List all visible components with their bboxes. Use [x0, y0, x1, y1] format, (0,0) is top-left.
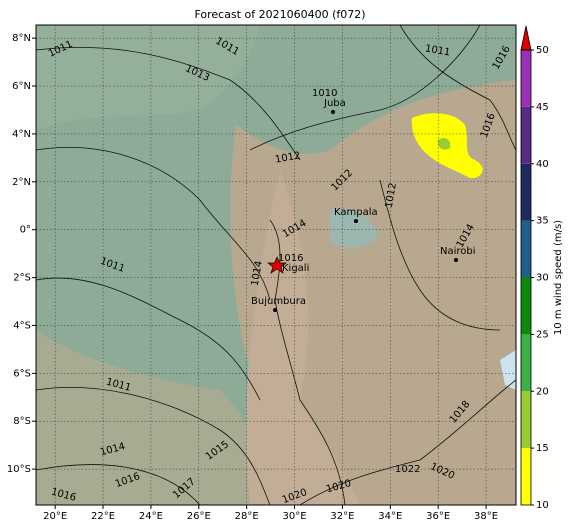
- isobar-label: 1012: [274, 150, 301, 165]
- isobar-label: 1022: [395, 464, 420, 475]
- map-frame: [35, 24, 517, 506]
- colorbar: 10 15 20 25 30 35 40 45 50 10 m wind speed (m/s): [520, 25, 564, 511]
- contour: [269, 219, 346, 505]
- x-tick-label: 36°E: [426, 511, 450, 522]
- colorbar-tick-label: 25: [536, 329, 549, 340]
- isobar: [36, 147, 271, 301]
- city-label: Kigali: [282, 263, 309, 274]
- isobar-label: 1012: [384, 182, 399, 209]
- y-tick-label: 2°S: [13, 273, 31, 284]
- isobar: [36, 464, 201, 505]
- colorbar-segment: [521, 277, 531, 335]
- contour: [379, 179, 501, 331]
- city-dot: [273, 308, 277, 312]
- city-dot: [354, 219, 358, 223]
- y-tick-label: 8°N: [12, 33, 31, 44]
- x-tick-label: 32°E: [330, 511, 354, 522]
- isobar: [36, 277, 261, 401]
- isobar: [36, 387, 271, 505]
- colorbar-segment: [521, 163, 531, 221]
- city-label: Kampala: [334, 207, 378, 218]
- colorbar-tick-label: 10: [536, 500, 549, 511]
- x-tick-label: 30°E: [283, 511, 307, 522]
- colorbar-segment: [521, 106, 531, 164]
- isobar-label: 1010: [312, 88, 337, 99]
- city-dot: [331, 110, 335, 114]
- colorbar-tick-label: 40: [536, 159, 549, 170]
- terrain-highland: [230, 80, 516, 505]
- city-label: Juba: [323, 98, 346, 109]
- x-tick-label: 34°E: [378, 511, 402, 522]
- isobar-label: 1016: [278, 253, 303, 264]
- city-label: Bujumbura: [251, 296, 306, 307]
- isobar: [399, 25, 516, 151]
- star-marker: [267, 256, 287, 274]
- y-tick-label: 6°S: [13, 368, 31, 379]
- city-label: Nairobi: [440, 246, 476, 257]
- y-tick-label: 6°N: [12, 81, 31, 92]
- colorbar-segment: [521, 220, 531, 278]
- y-tick-label: 8°S: [13, 416, 31, 427]
- lake: [330, 208, 378, 248]
- isobar: [36, 46, 301, 161]
- ocean: [500, 350, 516, 390]
- isobar: [299, 379, 516, 505]
- isobar-label: 1011: [424, 43, 451, 58]
- x-tick-label: 24°E: [139, 511, 163, 522]
- colorbar-tick-label: 50: [536, 45, 549, 56]
- colorbar-tick-label: 15: [536, 443, 549, 454]
- colorbar-tick-label: 20: [536, 386, 549, 397]
- city-dot: [454, 258, 458, 262]
- wind-area: [437, 137, 451, 150]
- x-tick-label: 22°E: [91, 511, 115, 522]
- y-tick-label: 4°S: [13, 320, 31, 331]
- colorbar-label: 10 m wind speed (m/s): [553, 220, 564, 335]
- colorbar-tick-label: 45: [536, 102, 549, 113]
- y-tick-label: 2°N: [12, 177, 31, 188]
- colorbar-segment: [521, 50, 531, 107]
- isobar-label: 1014: [250, 260, 265, 287]
- y-tick-label: 0°: [20, 225, 31, 236]
- isobar: [249, 25, 481, 151]
- y-tick-label: 10°S: [7, 464, 31, 475]
- colorbar-tick-label: 30: [536, 273, 549, 284]
- colorbar-extend: [520, 25, 532, 51]
- colorbar-segment: [521, 448, 531, 505]
- terrain: [36, 25, 260, 130]
- y-tick-label: 4°N: [12, 129, 31, 140]
- colorbar-segment: [521, 334, 531, 392]
- colorbar-tick-label: 35: [536, 216, 549, 227]
- x-tick-label: 38°E: [474, 511, 498, 522]
- title: Forecast of 2021060400 (f072): [194, 8, 365, 21]
- map: [36, 25, 516, 505]
- x-tick-label: 28°E: [235, 511, 259, 522]
- terrain: [36, 330, 290, 505]
- x-tick-label: 26°E: [187, 511, 211, 522]
- colorbar-segment: [521, 391, 531, 449]
- x-tick-label: 20°E: [43, 511, 67, 522]
